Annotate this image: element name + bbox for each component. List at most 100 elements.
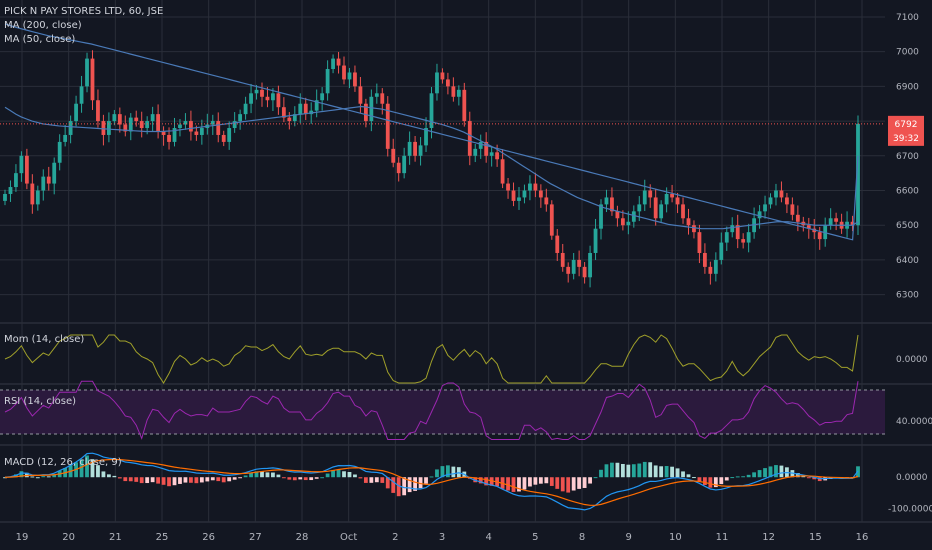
macd-histogram-bar [473,477,478,483]
candle-body [686,218,691,226]
macd-histogram-bar [511,477,516,492]
macd-histogram-bar [309,477,314,481]
candle-body [106,121,111,135]
x-tick-label: 10 [669,532,682,543]
candle-body [35,190,40,205]
candle-body [653,197,658,219]
candle-body [74,103,78,122]
price-tick-label: 7100 [896,13,919,23]
axes: 19 20 21 25 26 27 28 Oct 2 3 4 5 8 9 10 11 12 15 16 6300 640… [0,13,924,543]
macd-histogram-bar [582,477,587,488]
macd-histogram-bar [806,477,811,479]
macd-histogram-bar [484,477,489,486]
candle-body [85,58,89,87]
price-tick-label: 6500 [896,221,919,231]
macd-histogram-bar [451,466,456,478]
macd-histogram-bar [292,477,297,481]
candle-body [577,259,582,267]
macd-histogram-bar [336,469,341,478]
macd-histogram-bar [101,471,106,478]
candle-body [413,141,417,156]
momentum-label[interactable]: Mom (14, close) [4,334,85,345]
rsi-line [4,380,859,441]
macd-histogram-bar [134,477,139,482]
macd-histogram-bar [254,471,259,478]
macd-histogram-bar [265,472,270,478]
candle-body [566,266,571,274]
candle-body [189,121,193,132]
candle-body [396,162,401,174]
candle-body [303,103,308,115]
macd-histogram-bar [670,466,674,478]
momentum-line [4,334,859,384]
macd-histogram-bar [577,477,582,489]
candle-body [642,190,647,205]
candle-body [615,211,620,219]
candle-body [790,204,795,215]
macd-tick-label: 0.0000 [896,473,928,483]
candle-body [549,204,554,236]
rsi-legend: RSI (14, close) [4,395,76,409]
candle-body [544,197,549,205]
ma50-label[interactable]: MA (50, close) [4,34,76,45]
macd-histogram-bar [117,477,122,479]
macd-histogram-bar [812,477,817,480]
macd-legend: MACD (12, 26, close, 9) [4,456,122,470]
candle-body [156,114,161,132]
candle-body [456,89,461,97]
candle-body [276,93,281,108]
candle-body [90,58,95,101]
candle-body [785,197,789,205]
macd-histogram-bar [571,477,576,491]
candle-body [724,232,729,243]
candle-body [675,197,680,205]
macd-line [4,452,859,511]
macd-histogram-bar [232,477,237,480]
rsi-tick-label: 40.0000 [896,417,932,427]
macd-histogram-bar [675,468,680,478]
candle-body [702,252,707,267]
macd-histogram-bar [35,477,40,479]
macd-histogram-bar [353,474,357,478]
macd-histogram-bar [189,477,193,483]
macd-histogram-bar [128,477,133,482]
candle-body [238,114,243,122]
candle-body [134,117,139,122]
price-tick-label: 6400 [896,256,919,266]
macd-label[interactable]: MACD (12, 26, close, 9) [4,457,122,468]
x-tick-label: 12 [762,532,775,543]
candle-body [484,141,489,156]
candle-body [221,134,226,142]
candle-body [320,93,325,101]
macd-histogram-bar [648,462,653,478]
macd-histogram-bar [708,477,713,488]
macd-histogram-bar [3,477,7,479]
macd-histogram-bar [287,477,292,480]
macd-histogram-bar [303,477,308,481]
x-tick-label: 3 [439,532,445,543]
x-tick-label: 27 [249,532,262,543]
macd-histogram-bar [418,477,423,489]
candle-body [194,131,199,135]
rsi-pane: 40.0000 [0,380,932,441]
macd-histogram-bar [30,476,35,478]
macd-histogram-bar [446,465,450,478]
macd-histogram-bar [779,465,784,478]
candle-body [227,128,232,142]
candle-body [292,114,297,122]
macd-histogram-bar [369,477,374,483]
candle-body [741,239,746,243]
macd-histogram-bar [19,471,24,478]
rsi-band [0,390,885,434]
candle-body [697,232,702,253]
rsi-label[interactable]: RSI (14, close) [4,396,77,407]
candle-body [735,225,740,240]
macd-histogram-bar [631,464,636,478]
candle-body [599,204,603,229]
ma50-line [4,105,859,230]
candle-body [806,225,811,229]
candle-body [719,242,724,260]
candle-body [763,204,767,212]
candle-body [63,134,68,142]
ma200-label[interactable]: MA (200, close) [4,20,82,31]
